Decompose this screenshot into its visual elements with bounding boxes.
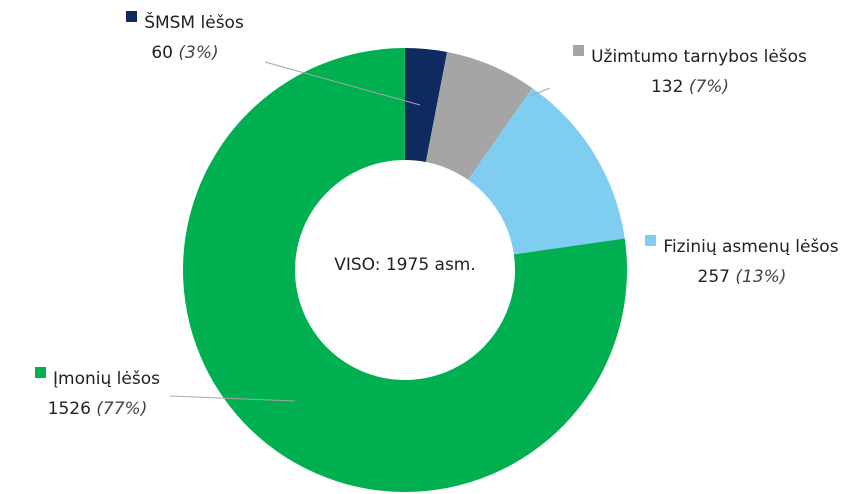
value-label: 132 [650, 77, 684, 97]
percent-label: (13%) [735, 267, 787, 287]
data-label: ŠMSM lėšos 60 (3%) [100, 8, 270, 68]
value-label: 257 [697, 267, 730, 287]
leader-line [264, 61, 421, 106]
percent-label: (3%) [178, 43, 219, 63]
value-label: 1526 [47, 399, 91, 419]
percent-label: (77%) [96, 399, 148, 419]
label-value: 132 (7%) [560, 72, 820, 102]
label-value: 257 (13%) [612, 262, 859, 292]
donut-slice [468, 88, 625, 255]
label-name: ŠMSM lėšos [100, 8, 270, 38]
leader-line [169, 395, 296, 402]
center-label: VISO: 1975 asm. [334, 255, 476, 275]
legend-swatch [573, 45, 585, 56]
legend-swatch [35, 367, 47, 378]
percent-label: (7%) [688, 77, 730, 97]
label-name: Fizinių asmenų lėšos [612, 232, 859, 262]
donut-slice [182, 48, 628, 492]
data-label: Užimtumo tarnybos lėšos 132 (7%) [560, 42, 820, 102]
label-value: 1526 (77%) [5, 394, 190, 424]
donut-slice [425, 52, 533, 180]
label-name: Įmonių lėšos [5, 364, 190, 394]
legend-swatch [126, 11, 138, 22]
leader-line [529, 87, 551, 97]
data-label: Įmonių lėšos 1526 (77%) [5, 364, 190, 424]
donut-slice [405, 48, 448, 162]
legend-swatch [645, 235, 657, 246]
category-label: Fizinių asmenų lėšos [663, 237, 839, 257]
data-label: Fizinių asmenų lėšos 257 (13%) [612, 232, 859, 292]
label-name: Užimtumo tarnybos lėšos [560, 42, 820, 72]
value-label: 60 [151, 43, 173, 63]
category-label: Užimtumo tarnybos lėšos [591, 47, 807, 67]
label-value: 60 (3%) [100, 38, 270, 68]
category-label: Įmonių lėšos [53, 369, 160, 389]
category-label: ŠMSM lėšos [144, 13, 244, 33]
